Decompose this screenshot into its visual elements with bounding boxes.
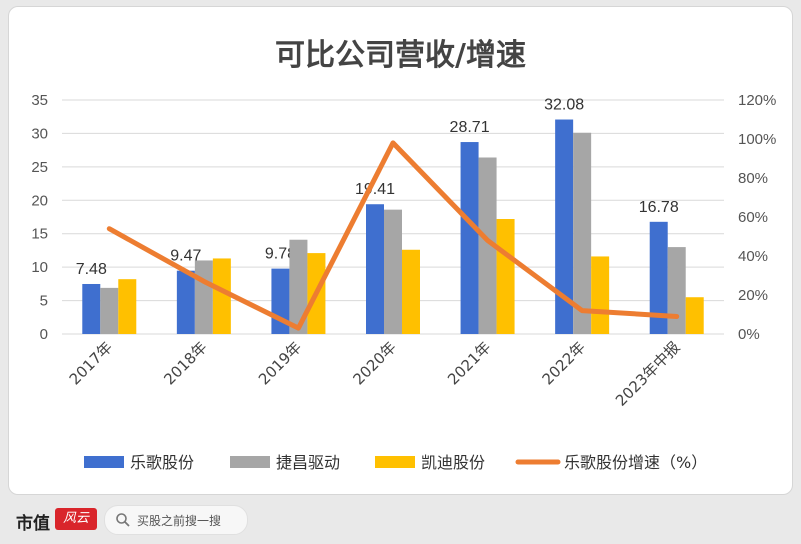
x-tick-label: 2022年 bbox=[539, 338, 589, 388]
x-tick-label: 2017年 bbox=[66, 338, 116, 388]
x-tick-label: 2021年 bbox=[444, 338, 494, 388]
y2-tick-label: 100% bbox=[738, 131, 776, 148]
bar-2 bbox=[478, 157, 497, 334]
x-tick-label: 2019年 bbox=[255, 338, 305, 388]
bar-3 bbox=[212, 258, 231, 334]
search-box[interactable]: 买股之前搜一搜 bbox=[104, 505, 248, 535]
data-label: 7.48 bbox=[76, 261, 107, 278]
x-tick-label: 2018年 bbox=[160, 338, 210, 388]
y-tick-label: 15 bbox=[31, 226, 48, 243]
legend-label: 乐歌股份 bbox=[130, 453, 194, 472]
y-tick-label: 20 bbox=[31, 192, 48, 209]
bar-1 bbox=[555, 119, 574, 335]
y2-tick-label: 20% bbox=[738, 287, 768, 304]
data-label: 16.78 bbox=[639, 199, 679, 216]
line-series bbox=[106, 140, 680, 331]
bar-1 bbox=[82, 283, 101, 334]
legend-swatch bbox=[375, 456, 415, 468]
footer-bar: 市值 风云 买股之前搜一搜 bbox=[0, 496, 801, 544]
data-label: 32.08 bbox=[544, 97, 584, 114]
data-label: 28.71 bbox=[450, 119, 490, 136]
x-tick-label: 2020年 bbox=[349, 338, 399, 388]
brand-logo: 市值 bbox=[16, 514, 50, 534]
chart-title: 可比公司营收/增速 bbox=[275, 38, 526, 73]
y-tick-label: 10 bbox=[31, 259, 48, 276]
y-tick-label: 25 bbox=[31, 159, 48, 176]
legend-swatch bbox=[84, 456, 124, 468]
bar-3 bbox=[118, 279, 137, 334]
legend-label: 捷昌驱动 bbox=[276, 453, 340, 472]
bar-2 bbox=[573, 132, 592, 334]
y2-tick-label: 0% bbox=[738, 326, 760, 343]
search-input[interactable]: 买股之前搜一搜 bbox=[137, 514, 222, 528]
y2-tick-label: 80% bbox=[738, 170, 768, 187]
legend-label: 乐歌股份增速（%） bbox=[564, 453, 707, 472]
y2-tick-label: 60% bbox=[738, 209, 768, 226]
bar-1 bbox=[649, 221, 668, 334]
combo-chart: 0 5 10 15 20 25 30 35 0% 20% 40% 60% 80% 100% 120% 7.48… bbox=[31, 92, 776, 472]
data-label: 9.47 bbox=[170, 248, 201, 265]
y-tick-label: 30 bbox=[31, 125, 48, 142]
y-tick-label: 5 bbox=[40, 293, 48, 310]
x-tick-label: 2023年中报 bbox=[612, 338, 684, 410]
brand-badge: 风云 bbox=[55, 508, 97, 530]
data-label: 9.78 bbox=[265, 246, 296, 263]
y-tick-label: 35 bbox=[31, 92, 48, 109]
y2-tick-label: 40% bbox=[738, 248, 768, 265]
bar-2 bbox=[384, 209, 402, 334]
bar-1 bbox=[460, 142, 479, 334]
y2-tick-label: 120% bbox=[738, 92, 776, 109]
legend-swatch bbox=[230, 456, 270, 468]
y-tick-label: 0 bbox=[40, 326, 48, 343]
legend-label: 凯迪股份 bbox=[421, 453, 485, 472]
bar-3 bbox=[402, 249, 420, 334]
bar-2 bbox=[100, 287, 119, 334]
bar-3 bbox=[496, 219, 515, 334]
search-icon bbox=[116, 513, 130, 527]
data-label: 19.41 bbox=[355, 181, 395, 198]
bar-1 bbox=[366, 204, 384, 334]
bar-2 bbox=[194, 260, 213, 334]
bar-3 bbox=[685, 297, 704, 334]
bar-1 bbox=[176, 270, 195, 334]
bar-2 bbox=[289, 239, 308, 334]
bar-2 bbox=[667, 247, 686, 334]
bar-3 bbox=[591, 256, 610, 334]
